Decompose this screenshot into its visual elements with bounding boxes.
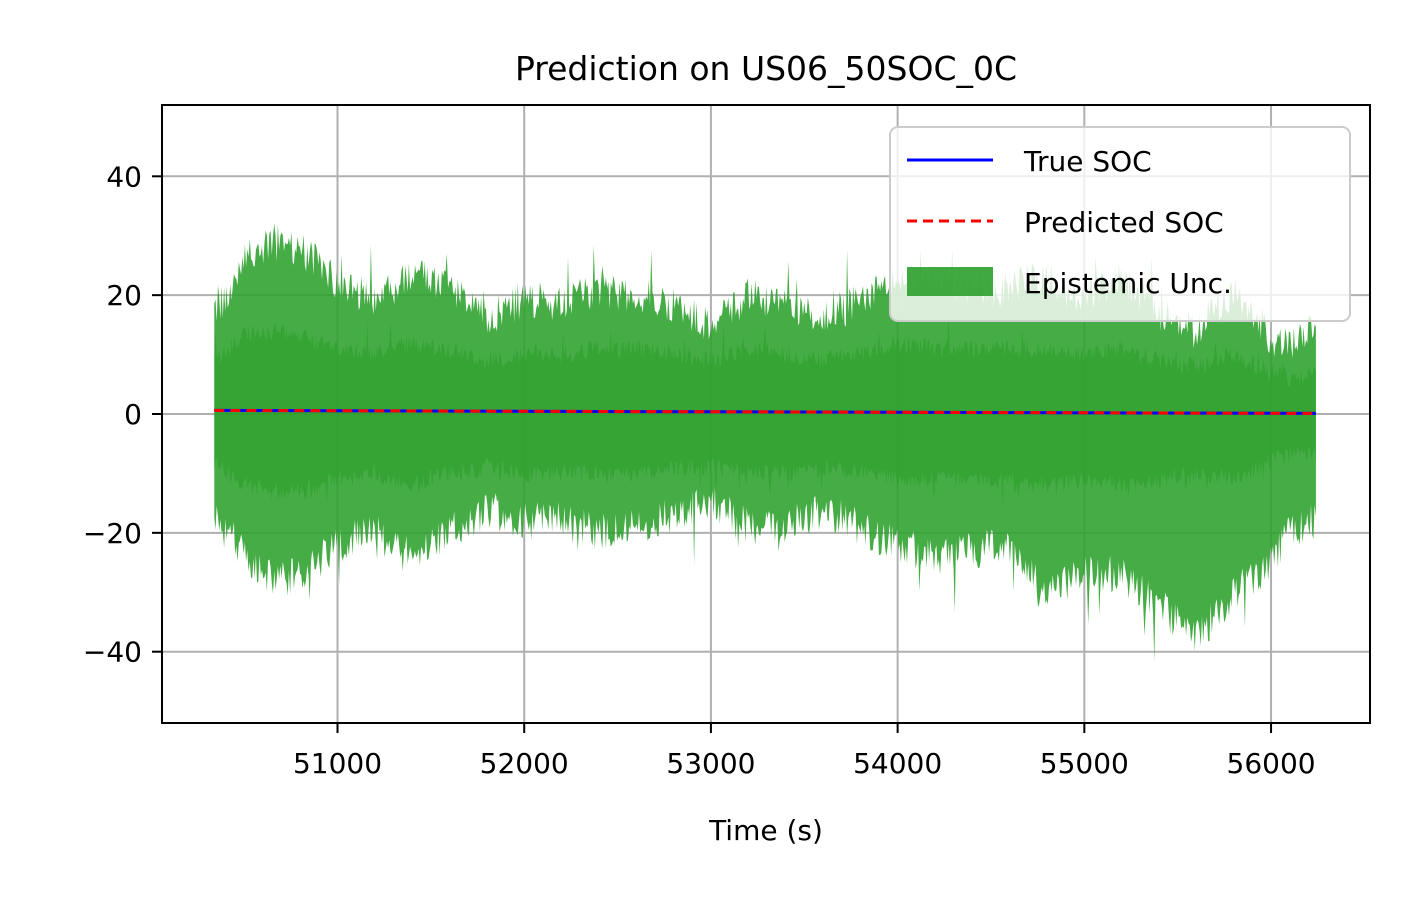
legend-box — [889, 126, 1351, 322]
predicted-soc-line — [214, 408, 1316, 415]
legend-epistemic-label: Epistemic Unc. — [1024, 267, 1232, 300]
x-tick-label-0: 51000 — [293, 747, 382, 780]
x-tick-label-4: 55000 — [1040, 747, 1129, 780]
y-tick-label-3: 20 — [106, 279, 142, 312]
legend-epistemic-swatch — [907, 267, 993, 296]
legend: True SOC Predicted SOC Epistemic Unc. — [889, 126, 1351, 322]
x-tick-label-3: 54000 — [853, 747, 942, 780]
y-axis: −40 −20 0 20 40 — [83, 160, 162, 669]
soc-lines — [214, 408, 1316, 415]
chart-title: Prediction on US06_50SOC_0C — [515, 49, 1017, 88]
x-tick-label-5: 56000 — [1227, 747, 1316, 780]
x-axis: 51000 52000 53000 54000 55000 56000 — [293, 723, 1316, 780]
y-tick-label-2: 0 — [124, 398, 142, 431]
y-tick-label-4: 40 — [106, 160, 142, 193]
x-axis-label: Time (s) — [708, 814, 823, 847]
y-tick-label-0: −40 — [83, 636, 142, 669]
legend-predicted-soc-label: Predicted SOC — [1024, 206, 1224, 239]
legend-true-soc-label: True SOC — [1023, 145, 1152, 178]
y-tick-label-1: −20 — [83, 517, 142, 550]
x-tick-label-2: 53000 — [666, 747, 755, 780]
x-tick-label-1: 52000 — [480, 747, 569, 780]
